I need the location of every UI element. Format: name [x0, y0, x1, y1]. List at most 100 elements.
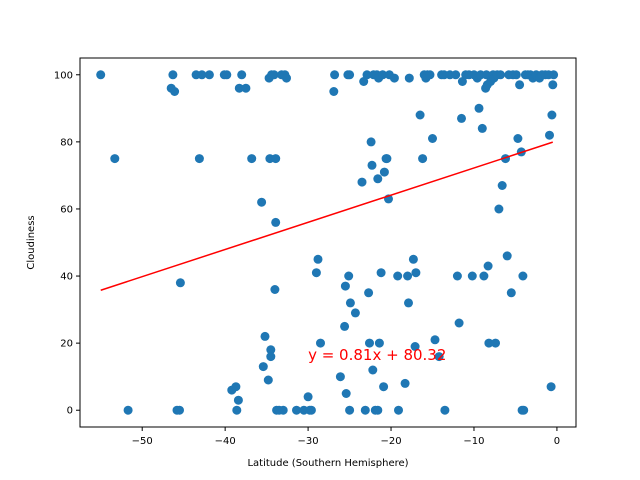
data-point [271, 154, 281, 164]
y-axis-ticks: 0 20 40 60 80 100 [54, 70, 80, 417]
data-point [168, 70, 178, 80]
data-point [110, 154, 120, 164]
data-point [415, 110, 425, 120]
data-point [123, 405, 133, 415]
x-axis-label: Latitude (Southern Hemisphere) [247, 458, 408, 469]
data-point [474, 103, 484, 113]
data-point [232, 405, 242, 415]
data-point [170, 87, 180, 96]
data-point [376, 268, 386, 278]
data-point [518, 271, 528, 281]
data-point [389, 73, 399, 83]
data-point [425, 70, 435, 80]
x-tick-label: −30 [298, 436, 319, 447]
y-tick-label: 100 [54, 70, 73, 81]
data-point [547, 110, 557, 120]
data-point [313, 254, 323, 264]
data-point [545, 130, 554, 140]
data-point [549, 70, 559, 80]
data-point [374, 338, 384, 348]
x-axis-ticks: −50 −40 −30 −20 −10 0 [132, 427, 560, 447]
data-point [316, 338, 325, 348]
data-point [400, 378, 410, 388]
data-point [345, 298, 355, 308]
data-point [366, 137, 376, 147]
y-tick-label: 0 [67, 406, 73, 417]
data-point [340, 281, 350, 291]
data-point [197, 70, 207, 80]
y-tick-label: 80 [60, 137, 73, 148]
data-point [282, 73, 291, 83]
data-point [258, 362, 268, 372]
data-point [271, 217, 281, 227]
data-point [350, 308, 360, 318]
data-point [451, 70, 461, 80]
data-point [515, 80, 525, 90]
data-point [428, 134, 437, 143]
data-point [546, 382, 556, 392]
data-point [247, 154, 257, 164]
data-point [362, 70, 372, 80]
data-point [481, 70, 491, 80]
data-point [269, 70, 279, 80]
plot-area-frame [79, 57, 577, 428]
data-point [345, 70, 355, 80]
data-point [379, 167, 389, 177]
data-point [513, 134, 523, 143]
data-point [365, 338, 374, 348]
data-point [194, 154, 204, 164]
data-point [404, 73, 414, 83]
data-point [411, 268, 421, 278]
y-tick-label: 60 [60, 204, 73, 215]
data-point [548, 80, 558, 90]
data-point [175, 278, 185, 288]
data-point [335, 372, 345, 382]
data-point [403, 271, 413, 281]
data-point [496, 70, 505, 80]
data-point [237, 70, 247, 80]
y-tick-label: 20 [60, 339, 73, 350]
regression-line [100, 141, 554, 291]
data-point [367, 160, 377, 170]
data-point [364, 288, 374, 298]
data-point [373, 405, 383, 415]
data-point [306, 405, 316, 415]
data-point [497, 181, 507, 190]
data-point [175, 405, 184, 415]
data-point [231, 382, 241, 392]
data-point [467, 271, 477, 281]
data-point [359, 77, 369, 86]
data-point [292, 405, 301, 415]
data-point [430, 335, 440, 345]
data-point [340, 321, 350, 331]
data-point [234, 83, 244, 93]
data-point [266, 345, 276, 355]
y-axis-label: Cloudiness [26, 215, 37, 269]
data-point [341, 389, 351, 398]
data-point [382, 154, 392, 164]
data-point [379, 382, 389, 392]
data-point [393, 271, 403, 281]
data-point [278, 405, 288, 415]
data-point [263, 375, 273, 385]
data-point [222, 70, 232, 80]
data-point [502, 251, 512, 261]
data-point [266, 352, 276, 362]
data-point [434, 352, 444, 362]
y-tick-label: 40 [60, 272, 73, 283]
data-point [477, 123, 487, 133]
data-point [330, 70, 340, 80]
data-point [311, 268, 321, 278]
data-point [357, 177, 367, 187]
data-point [491, 338, 500, 348]
data-point [454, 318, 464, 328]
data-point [241, 83, 251, 93]
data-point [204, 70, 214, 80]
data-point [440, 405, 450, 415]
data-point [257, 197, 267, 207]
data-point [394, 405, 403, 415]
data-point [457, 77, 467, 86]
data-point [494, 204, 504, 214]
data-points [96, 70, 559, 415]
